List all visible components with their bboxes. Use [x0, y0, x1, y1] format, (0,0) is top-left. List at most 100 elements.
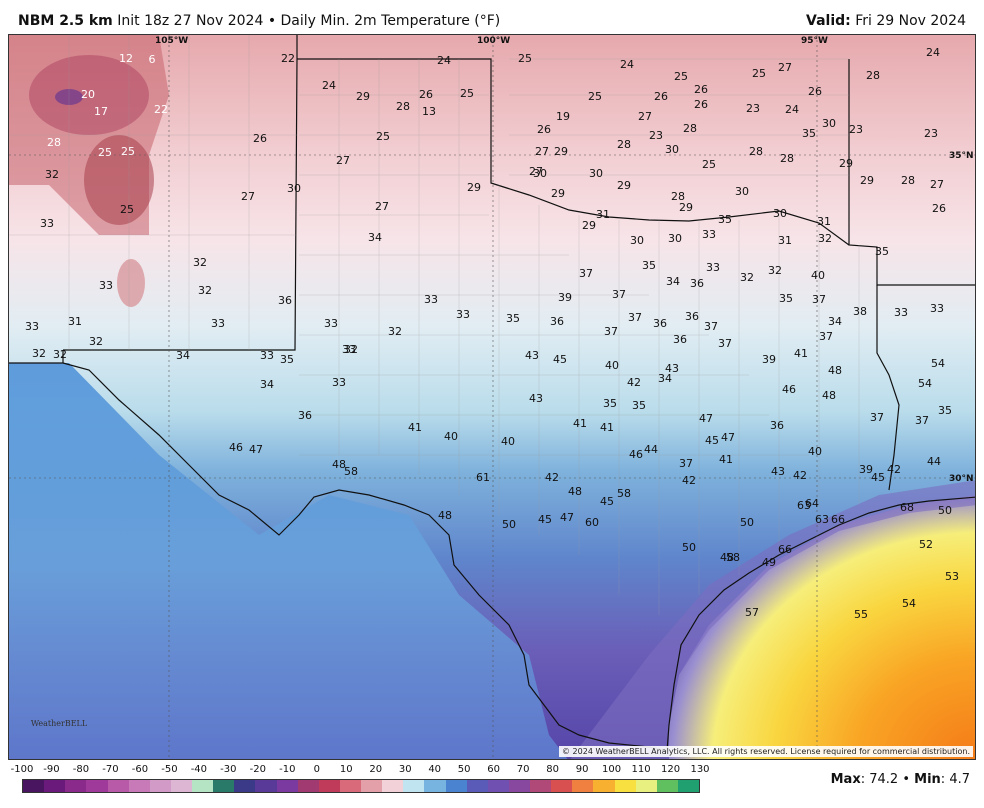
temperature-value-label: 35	[802, 127, 816, 140]
temperature-value-label: 36	[298, 409, 312, 422]
legend-color-swatch	[656, 780, 678, 792]
temperature-value-label: 37	[604, 325, 618, 338]
legend-tick-label: -100	[10, 764, 34, 775]
temperature-value-label: 36	[278, 294, 292, 307]
temperature-value-label: 27	[336, 154, 350, 167]
temperature-value-label: 31	[596, 208, 610, 221]
legend-color-swatch	[614, 780, 636, 792]
temperature-value-label: 37	[819, 330, 833, 343]
temperature-value-label: 33	[260, 349, 274, 362]
temperature-value-label: 26	[932, 202, 946, 215]
temperature-value-label: 32	[45, 168, 59, 181]
legend-color-swatch	[551, 780, 573, 792]
temperature-value-label: 37	[704, 320, 718, 333]
legend-tick-label: 10	[339, 764, 353, 775]
temperature-value-label: 40	[444, 430, 458, 443]
temperature-value-label: 32	[198, 284, 212, 297]
temperature-value-label: 32	[388, 325, 402, 338]
temperature-value-label: 30	[665, 143, 679, 156]
temperature-value-label: 27	[638, 110, 652, 123]
legend-tick-label: 40	[428, 764, 442, 775]
temperature-value-label: 39	[762, 353, 776, 366]
temperature-value-label: 27	[375, 200, 389, 213]
temperature-value-label: 29	[551, 187, 565, 200]
temperature-value-label: 58	[617, 487, 631, 500]
temperature-value-label: 27	[535, 145, 549, 158]
temperature-value-label: 49	[762, 556, 776, 569]
temperature-value-label: 26	[654, 90, 668, 103]
temperature-value-label: 29	[860, 174, 874, 187]
temperature-value-label: 48	[828, 364, 842, 377]
product-name: Daily Min. 2m Temperature (°F)	[280, 13, 501, 29]
temperature-value-label: 35	[642, 259, 656, 272]
temperature-value-label: 32	[344, 343, 358, 356]
temperature-value-label: 35	[280, 353, 294, 366]
legend-tick-label: -80	[72, 764, 90, 775]
title-bullet: •	[267, 13, 277, 29]
temperature-value-label: 36	[653, 317, 667, 330]
temperature-value-label: 55	[854, 608, 868, 621]
temperature-value-label: 36	[690, 277, 704, 290]
map-canvas[interactable]: 105°W 100°W 95°W 35°N 30°N 12 6 22 24 25 24 20…	[9, 35, 976, 760]
temperature-value-label: 29	[582, 219, 596, 232]
temperature-value-label: 42	[627, 376, 641, 389]
legend-color-swatch	[149, 780, 171, 792]
valid-value: Fri 29 Nov 2024	[855, 13, 966, 29]
temperature-value-label: 33	[894, 306, 908, 319]
temperature-value-label: 41	[600, 421, 614, 434]
temperature-value-label: 68	[900, 501, 914, 514]
temperature-value-label: 31	[778, 234, 792, 247]
temperature-value-label: 42	[545, 471, 559, 484]
max-value: 74.2	[869, 772, 899, 787]
temperature-value-label: 54	[918, 377, 932, 390]
temperature-value-label: 30	[773, 207, 787, 220]
temperature-value-label: 29	[617, 179, 631, 192]
graticule	[9, 35, 975, 759]
temperature-value-label: 33	[702, 228, 716, 241]
legend-color-swatch	[508, 780, 530, 792]
temperature-value-label: 31	[817, 215, 831, 228]
legend-tick-label: 80	[546, 764, 559, 775]
temperature-value-label: 33	[342, 343, 356, 356]
temperature-value-label: 46	[629, 448, 643, 461]
temperature-value-label: 33	[40, 217, 54, 230]
temperature-value-label: 41	[794, 347, 808, 360]
temperature-value-label: 58	[344, 465, 358, 478]
temperature-value-label: 34	[176, 349, 190, 362]
temperature-value-label: 32	[193, 256, 207, 269]
legend-tick-label: 100	[602, 764, 622, 775]
legend-tick-label: -50	[161, 764, 178, 775]
legend-tick-label: -10	[279, 764, 296, 775]
temperature-value-label: 41	[408, 421, 422, 434]
legend-color-swatch	[255, 780, 277, 792]
legend-color-swatch	[65, 780, 87, 792]
temperature-value-label: 32	[740, 271, 754, 284]
legend-ticks: -100 -90 -80 -70 -60 -50 -40 -30 -20 -10 0 10 20 30 40…	[8, 764, 728, 778]
temperature-value-label: 33	[706, 261, 720, 274]
valid-time: Valid: Fri 29 Nov 2024	[806, 13, 966, 29]
temperature-value-label: 35	[506, 312, 520, 325]
temperature-value-label: 24	[437, 54, 451, 67]
temperature-value-label: 25	[752, 67, 766, 80]
temperature-value-label: 42	[682, 474, 696, 487]
temperature-value-label: 36	[685, 310, 699, 323]
temperature-value-label: 32	[89, 335, 103, 348]
temperature-value-label: 50	[938, 504, 952, 517]
temperature-value-label: 48	[822, 389, 836, 402]
temperature-value-label: 28	[901, 174, 915, 187]
temperature-value-label: 54	[931, 357, 945, 370]
temperature-value-label: 28	[617, 138, 631, 151]
temperature-value-label: 26	[537, 123, 551, 136]
legend-color-swatch	[635, 780, 657, 792]
legend-color-swatch	[107, 780, 129, 792]
temperature-value-label: 17	[94, 105, 108, 118]
temperature-value-label: 25	[120, 203, 134, 216]
temperature-value-label: 24	[620, 58, 634, 71]
max-min-stats: Max: 74.2 • Min: 4.7	[830, 772, 970, 787]
temperature-map[interactable]: 105°W 100°W 95°W 35°N 30°N 12 6 22 24 25 24 20…	[8, 34, 976, 760]
map-header: NBM 2.5 km Init 18z 27 Nov 2024 • Daily …	[0, 0, 984, 34]
temperature-value-label: 37	[870, 411, 884, 424]
temperature-value-label: 43	[771, 465, 785, 478]
temperature-value-label: 48	[332, 458, 346, 471]
legend-tick-label: 120	[660, 764, 681, 775]
